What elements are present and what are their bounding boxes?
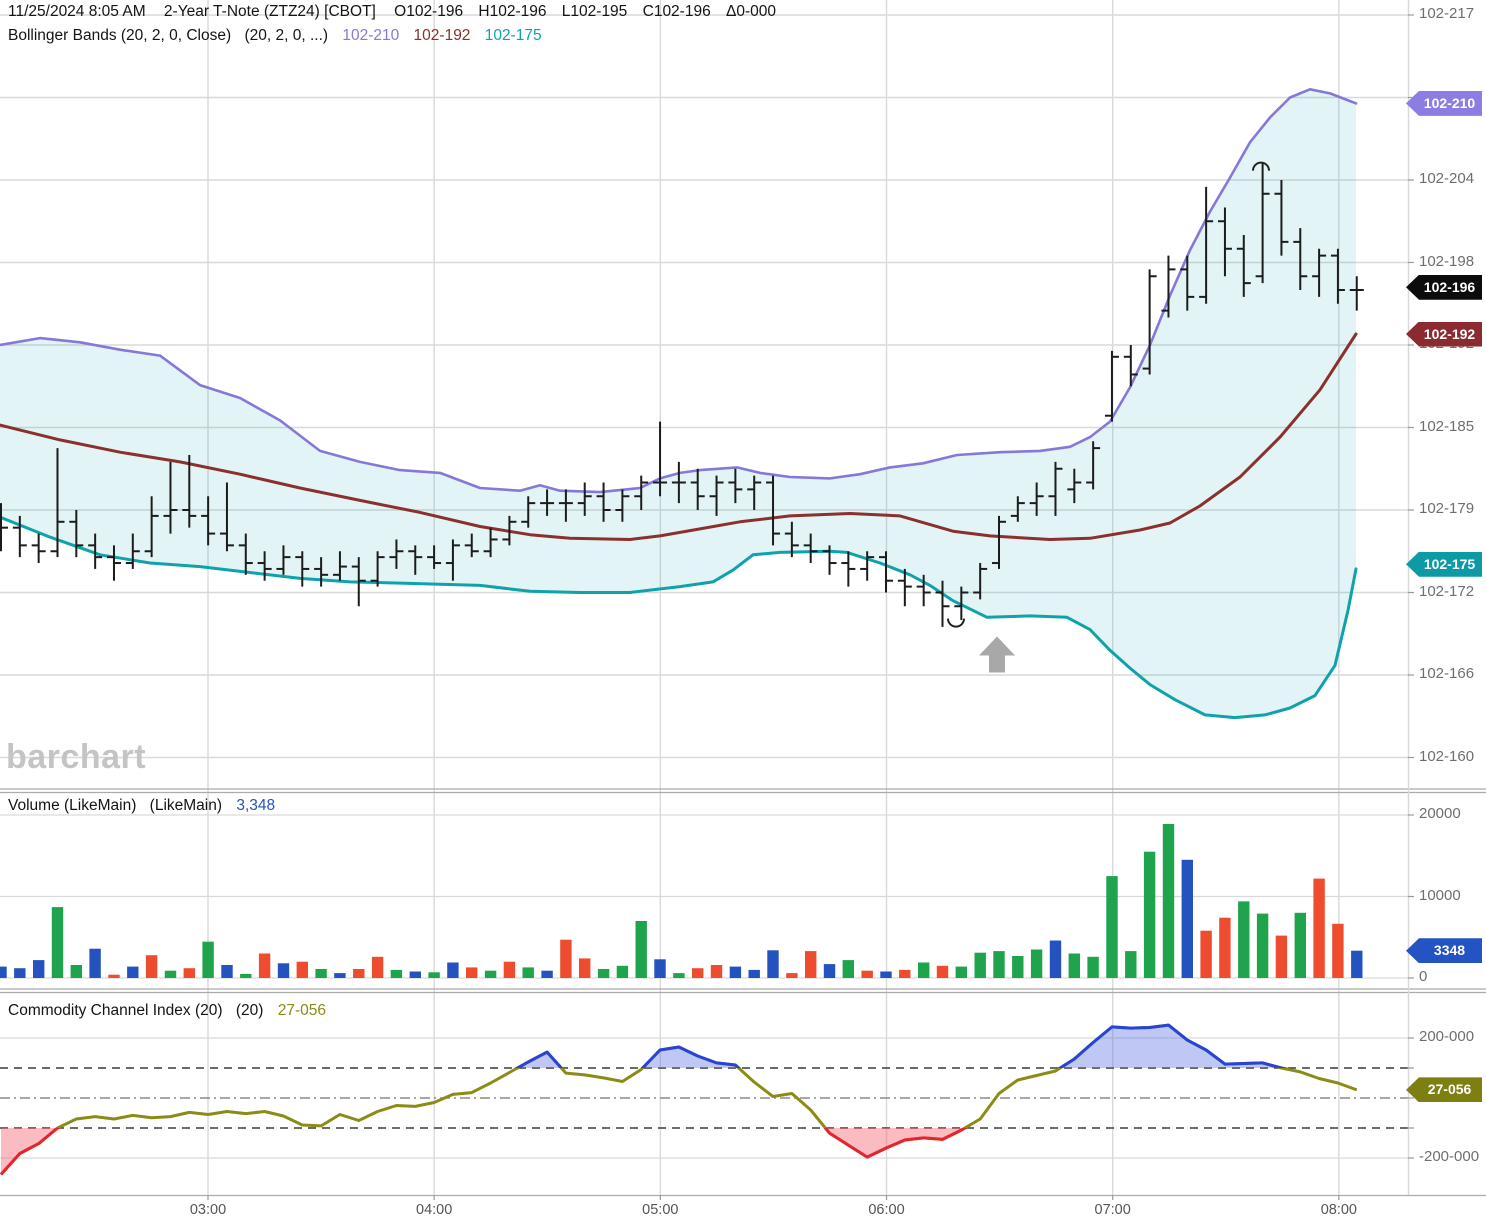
bollinger-params: (20, 2, 0, ...) (244, 27, 329, 44)
bollinger-lower-value: 102-175 (484, 27, 542, 44)
volume-axis-badge: 3348 (1406, 938, 1482, 964)
volume-params: (LikeMain) (149, 797, 223, 814)
time-axis-label: 08:00 (1320, 1202, 1357, 1218)
cci-axis-label: -200-000 (1419, 1148, 1480, 1165)
quote-change: Δ0-000 (726, 3, 777, 20)
price-axis-label: 102-179 (1419, 500, 1475, 517)
price-axis-badge: 102-196 (1406, 274, 1482, 300)
time-axis-label: 07:00 (1094, 1202, 1131, 1218)
bollinger-upper-value: 102-210 (342, 27, 400, 44)
quote-close: C102-196 (642, 3, 711, 20)
cci-params: (20) (235, 1002, 264, 1019)
volume-axis-label: 0 (1419, 968, 1428, 985)
price-axis-badge: 102-210 (1406, 90, 1482, 116)
price-axis-badge: 102-175 (1406, 551, 1482, 577)
volume-label[interactable]: Volume (LikeMain) (8, 797, 137, 814)
bollinger-label[interactable]: Bollinger Bands (20, 2, 0, Close) (8, 27, 232, 44)
volume-legend[interactable]: Volume (LikeMain) (LikeMain) 3,348 (8, 797, 275, 815)
cci-axis-badge: 27-056 (1406, 1077, 1482, 1103)
volume-axis-label: 10000 (1419, 886, 1461, 904)
volume-value: 3,348 (236, 797, 276, 814)
quote-high: H102-196 (478, 3, 547, 20)
quote-datetime: 11/25/2024 8:05 AM (8, 3, 146, 20)
cci-value: 27-056 (277, 1002, 326, 1019)
quote-open: O102-196 (394, 3, 464, 20)
cci-legend[interactable]: Commodity Channel Index (20) (20) 27-056 (8, 1002, 326, 1020)
price-axis-label: 102-204 (1419, 170, 1475, 187)
price-axis-label: 102-198 (1419, 252, 1475, 270)
price-axis-label: 102-160 (1419, 747, 1475, 765)
price-axis-label: 102-172 (1419, 582, 1475, 600)
barchart-logo: barchart (6, 738, 147, 776)
time-axis-label: 06:00 (868, 1202, 905, 1218)
cci-axis-label: 200-000 (1419, 1028, 1475, 1045)
quote-low: L102-195 (561, 3, 628, 20)
time-axis-label: 03:00 (189, 1202, 227, 1218)
price-axis-label: 102-185 (1419, 417, 1475, 435)
time-axis-label: 05:00 (642, 1202, 679, 1218)
time-axis-label: 04:00 (416, 1202, 453, 1218)
cci-label[interactable]: Commodity Channel Index (20) (8, 1002, 223, 1019)
bollinger-middle-value: 102-192 (413, 27, 471, 44)
quote-header: 11/25/2024 8:05 AM 2-Year T-Note (ZTZ24)… (8, 3, 787, 21)
quote-symbol: 2-Year T-Note (ZTZ24) [CBOT] (163, 3, 376, 20)
bollinger-legend[interactable]: Bollinger Bands (20, 2, 0, Close) (20, 2… (8, 27, 542, 45)
volume-axis-label: 20000 (1419, 805, 1461, 822)
price-axis-badge: 102-192 (1406, 321, 1482, 347)
price-axis-label: 102-217 (1419, 5, 1475, 22)
price-axis-label: 102-166 (1419, 665, 1475, 682)
